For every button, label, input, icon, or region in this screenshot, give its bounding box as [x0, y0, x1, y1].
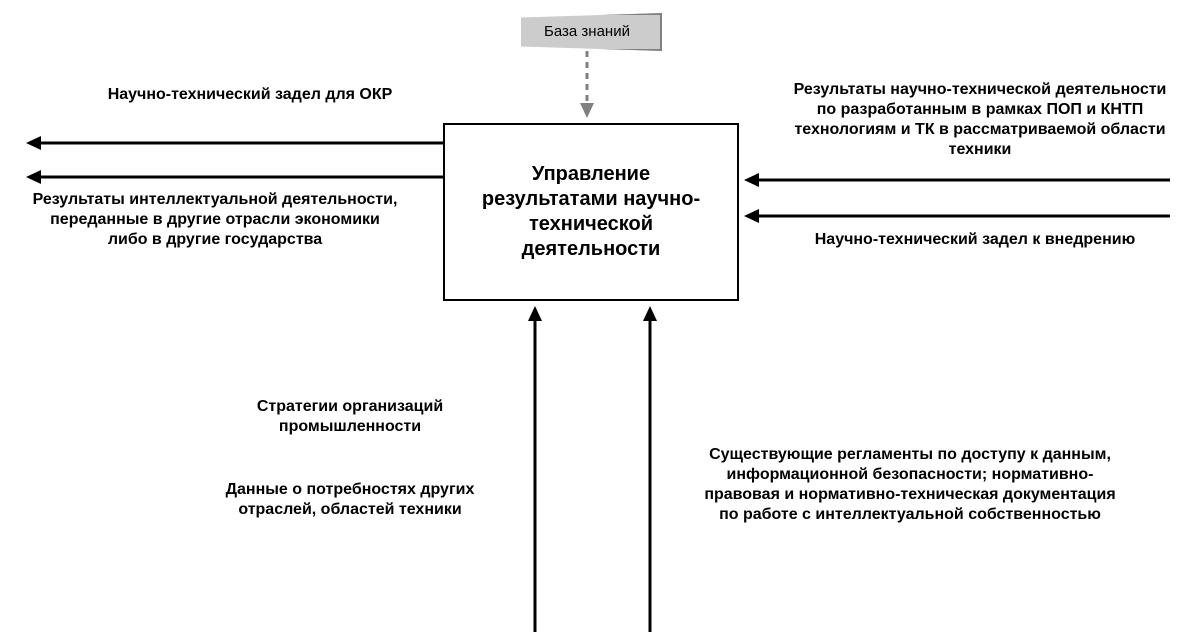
node-main-process-label: Управление результатами научно-техническ…: [463, 162, 719, 262]
label-input-top: Результаты научно-технической деятельнос…: [790, 80, 1170, 160]
node-knowledge-base-label: База знаний: [544, 23, 630, 42]
label-bottomright: Существующие регламенты по доступу к дан…: [700, 445, 1120, 525]
label-input-bottom: Научно-технический задел к внедрению: [810, 230, 1140, 250]
node-knowledge-base: База знаний: [512, 13, 662, 51]
label-output-top: Научно-технический задел для ОКР: [100, 85, 400, 105]
label-output-bottom: Результаты интеллектуальной деятельности…: [30, 190, 400, 250]
diagram-stage: База знаний Управление результатами науч…: [0, 0, 1185, 632]
label-bottomleft-bottom: Данные о потребностях других отраслей, о…: [200, 480, 500, 520]
label-bottomleft-top: Стратегии организаций промышленности: [210, 397, 490, 437]
node-main-process: Управление результатами научно-техническ…: [443, 123, 739, 301]
